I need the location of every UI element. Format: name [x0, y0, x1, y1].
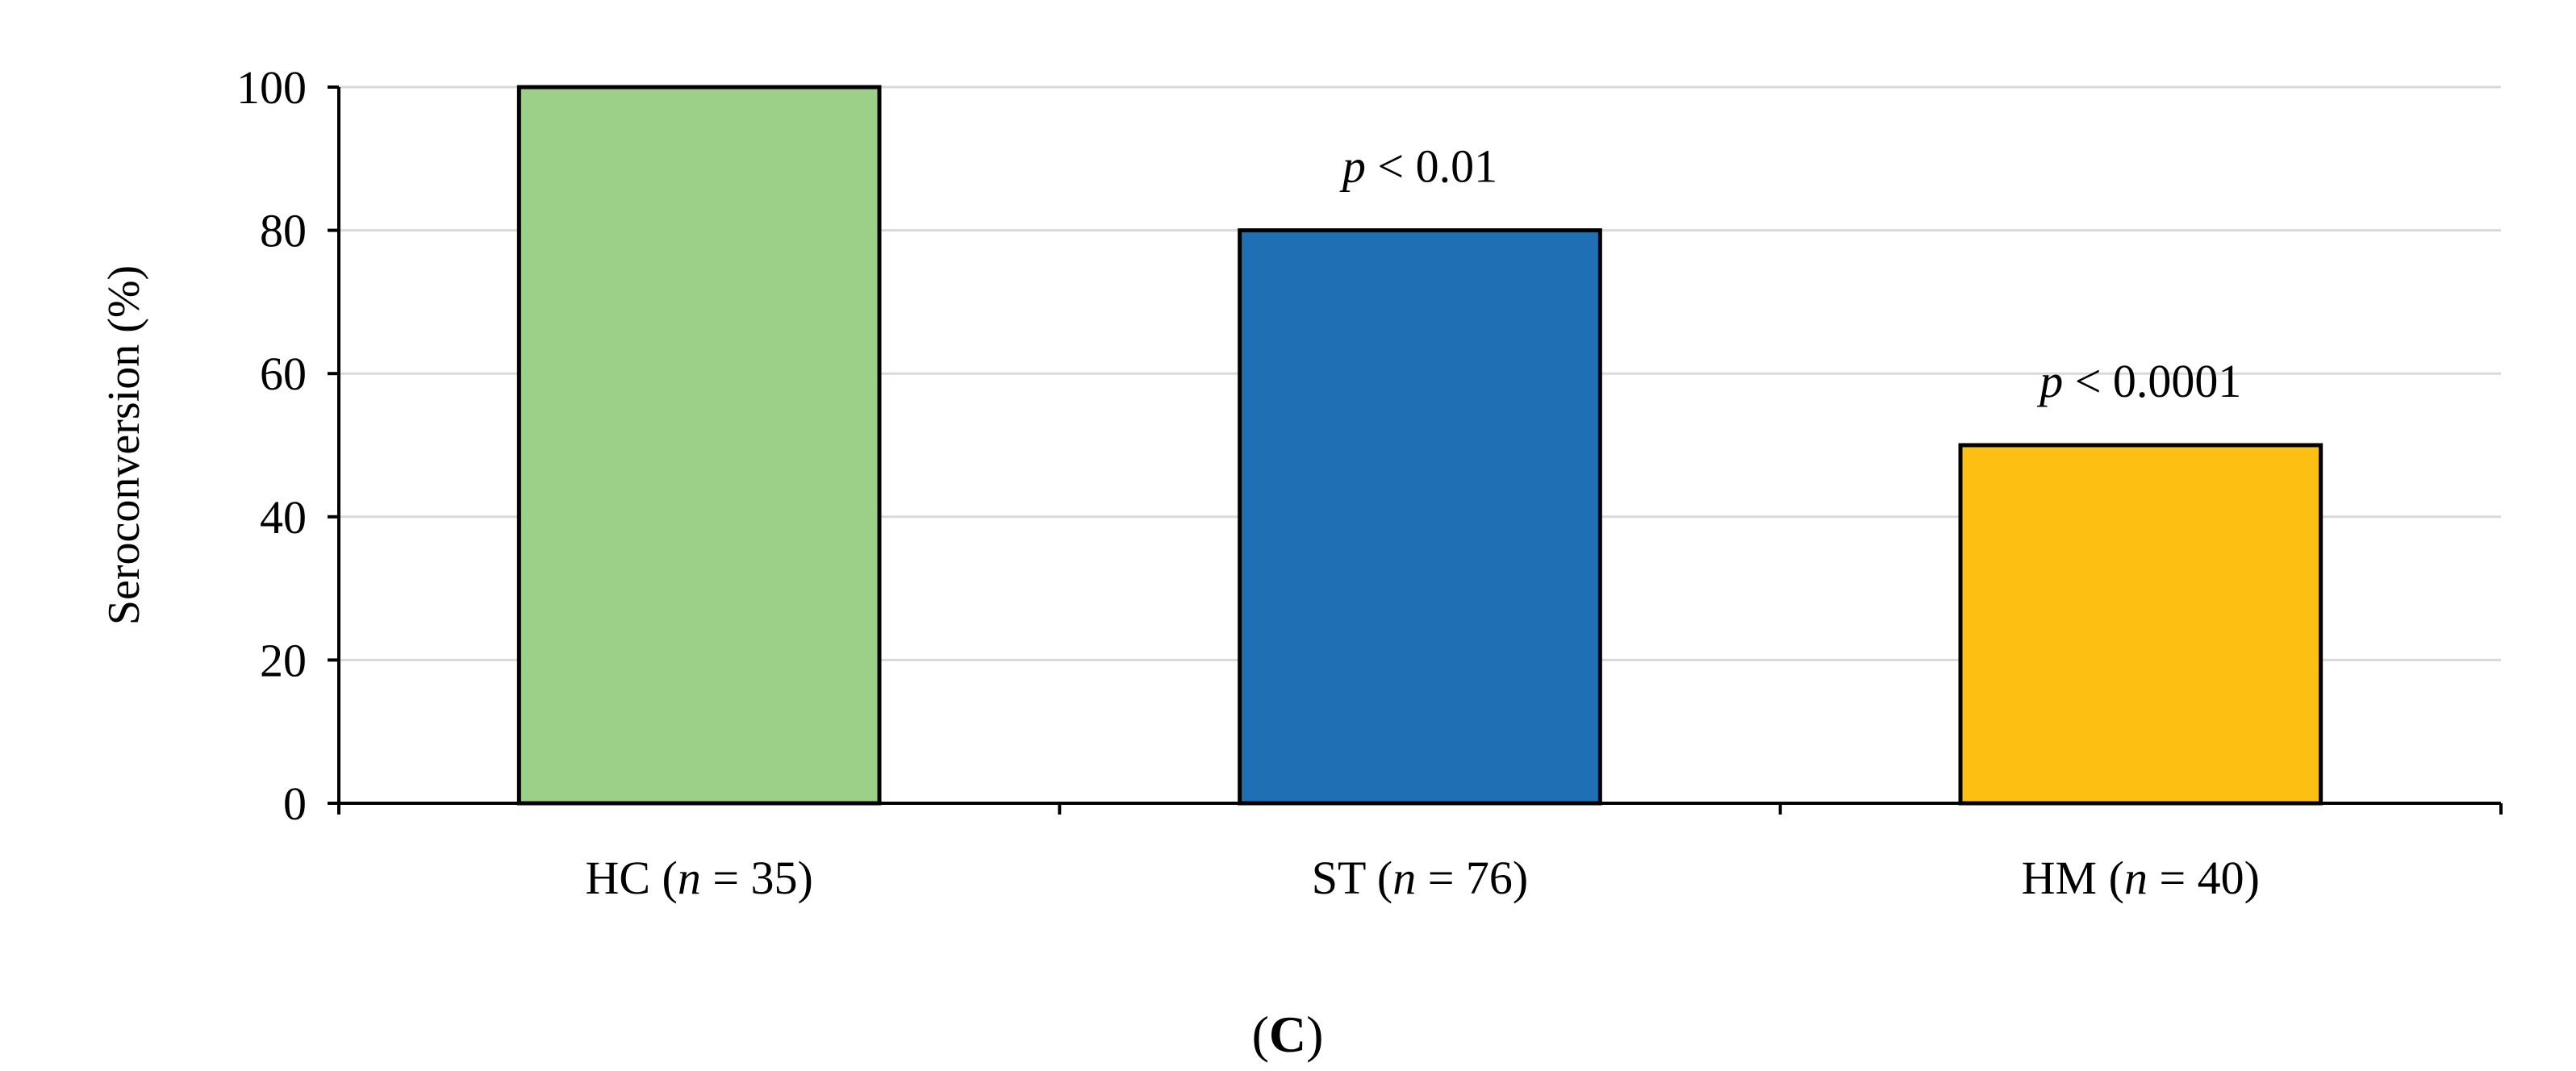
bars	[516, 85, 2323, 806]
p-symbol: p	[2036, 355, 2063, 407]
n-value: = 76)	[1416, 852, 1528, 904]
n-value: = 40)	[2148, 852, 2260, 904]
n-symbol: n	[1392, 852, 1416, 904]
y-tick-label: 80	[260, 205, 307, 257]
panel-letter: C	[1269, 1006, 1306, 1063]
n-value: = 35)	[701, 852, 813, 904]
p-value-text: < 0.0001	[2063, 355, 2241, 407]
category-name: HC (	[585, 852, 677, 904]
category-name: HM (	[2022, 852, 2124, 904]
y-tick-label: 20	[260, 634, 307, 686]
x-category-label: ST (n = 76)	[1312, 852, 1528, 904]
p-value-annotation: p < 0.0001	[2036, 355, 2241, 407]
bar-hc	[516, 85, 882, 806]
panel-open-paren: (	[1252, 1006, 1269, 1063]
axes	[328, 85, 2503, 815]
p-value-text: < 0.01	[1366, 140, 1497, 193]
y-tick-label: 60	[260, 348, 307, 400]
y-tick-label: 100	[236, 61, 307, 114]
p-value-annotation: p < 0.01	[1339, 140, 1497, 193]
panel-close-paren: )	[1306, 1006, 1323, 1063]
y-tick-label: 0	[283, 777, 307, 830]
y-tick-label: 40	[260, 491, 307, 544]
bar-st	[1238, 228, 1602, 806]
n-symbol: n	[2124, 852, 2148, 904]
bar-hm	[1958, 443, 2323, 806]
x-category-label: HC (n = 35)	[585, 852, 812, 904]
p-symbol: p	[1339, 140, 1366, 193]
category-name: ST (	[1312, 852, 1392, 904]
x-category-label: HM (n = 40)	[2022, 852, 2260, 904]
y-axis-title: Seroconversion (%)	[99, 265, 149, 625]
n-symbol: n	[678, 852, 701, 904]
panel-label: (C)	[1252, 1006, 1324, 1063]
